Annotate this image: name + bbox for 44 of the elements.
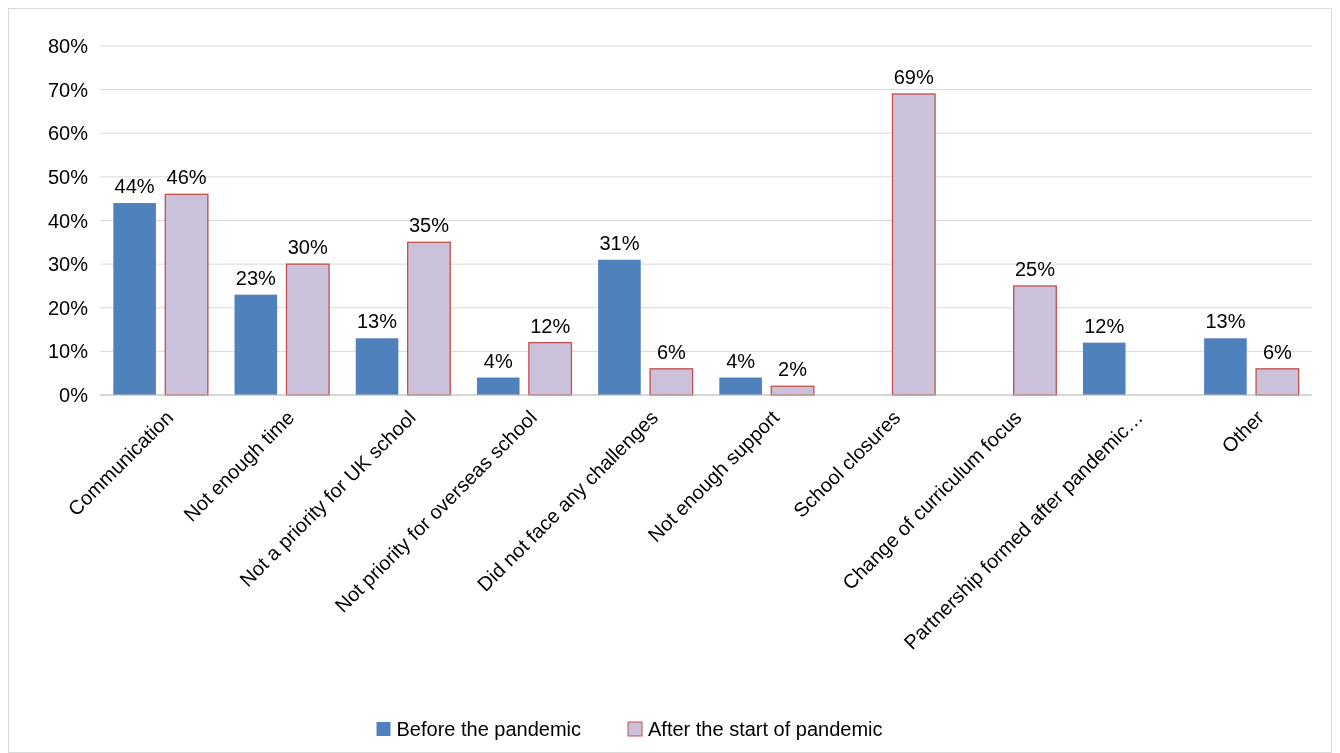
y-tick-label: 30% [47, 253, 89, 276]
bar [891, 93, 936, 396]
data-label: 35% [408, 214, 450, 237]
bar [355, 338, 399, 395]
y-tick-label: 60% [47, 122, 89, 145]
y-tick-label: 70% [47, 78, 89, 101]
data-label: 25% [1014, 257, 1056, 280]
data-label: 30% [287, 236, 328, 259]
y-tick-label: 80% [47, 35, 89, 57]
data-label: 4% [483, 349, 513, 372]
bar [598, 259, 641, 395]
data-label: 2% [778, 358, 808, 381]
data-label: 12% [530, 314, 571, 337]
legend-label: Before the pandemic [396, 718, 582, 740]
data-label: 6% [1262, 340, 1293, 363]
legend-label: After the start of pandemic [648, 718, 883, 740]
bar [164, 193, 209, 396]
data-label: 23% [235, 266, 277, 289]
bar [649, 368, 694, 396]
y-tick-label: 0% [59, 384, 89, 406]
y-tick-label: 20% [47, 296, 89, 319]
data-label: 44% [114, 175, 155, 198]
bar [528, 342, 573, 396]
data-label: 6% [656, 340, 687, 363]
bar [1204, 338, 1247, 395]
y-tick-label: 10% [47, 340, 89, 363]
bar [113, 203, 156, 395]
data-label: 69% [893, 65, 934, 88]
bar [719, 377, 762, 395]
bar [1013, 285, 1057, 396]
bar [234, 294, 278, 395]
bar [407, 241, 451, 396]
bar [1255, 368, 1300, 396]
bar [1082, 342, 1126, 395]
bar [476, 377, 520, 395]
bar [285, 263, 330, 396]
y-tick-label: 40% [47, 209, 89, 232]
data-label: 12% [1084, 314, 1125, 337]
data-label: 13% [1205, 310, 1246, 333]
data-label: 4% [726, 349, 756, 372]
data-label: 13% [357, 310, 398, 333]
y-tick-label: 50% [47, 165, 89, 188]
data-label: 46% [166, 166, 207, 189]
data-label: 31% [599, 231, 640, 254]
